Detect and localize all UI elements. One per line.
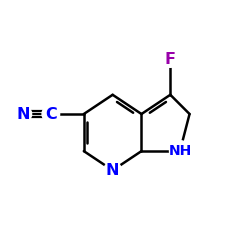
Text: N: N (106, 163, 120, 178)
Text: N: N (16, 106, 30, 122)
Circle shape (42, 105, 60, 123)
Circle shape (104, 162, 122, 179)
Circle shape (170, 141, 190, 162)
Text: F: F (165, 52, 176, 66)
Text: NH: NH (168, 144, 192, 158)
Circle shape (14, 105, 32, 123)
Circle shape (162, 51, 178, 67)
Text: C: C (45, 106, 57, 122)
